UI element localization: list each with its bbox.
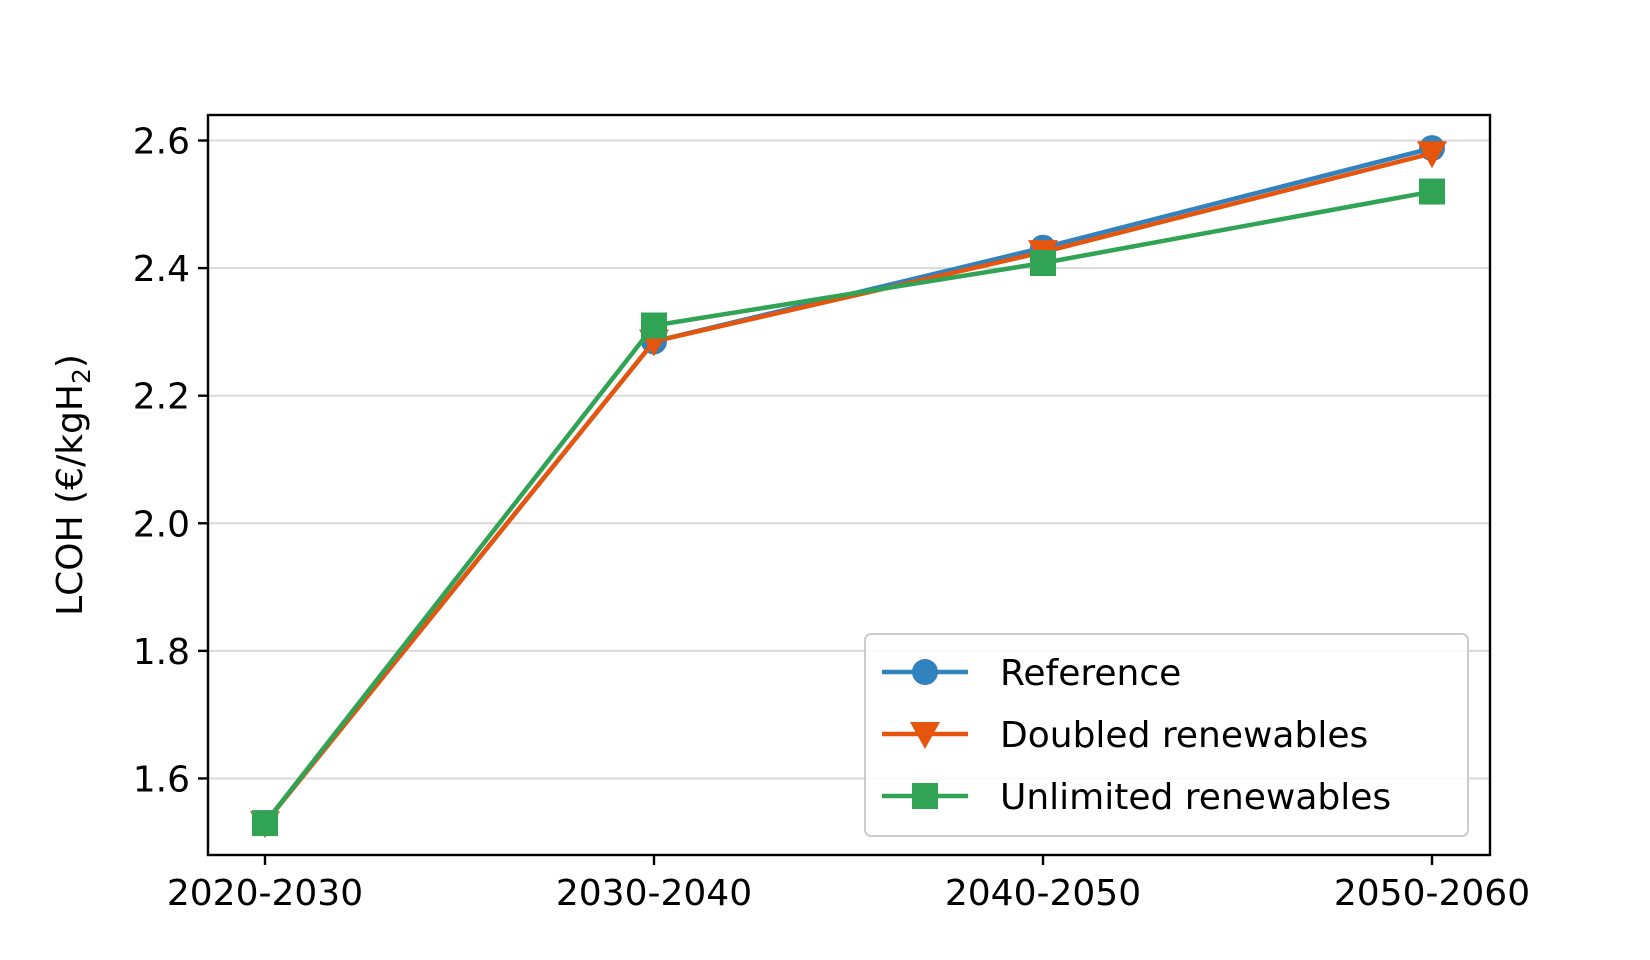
y-axis-label-subscript: 2 — [67, 368, 96, 384]
series-layer — [250, 135, 1447, 839]
y-axis-label-close: ) — [50, 354, 91, 368]
data-point — [1419, 178, 1445, 205]
data-point — [641, 312, 667, 339]
x-tick-label: 2040-2050 — [945, 873, 1141, 914]
legend-marker — [910, 722, 940, 749]
data-point — [1417, 141, 1447, 169]
legend-label: Doubled renewables — [1000, 715, 1368, 756]
y-tick-label: 2.0 — [133, 504, 190, 545]
x-tick-label: 2030-2040 — [556, 873, 752, 914]
series-line — [263, 151, 1433, 825]
series-unlimited-renewables — [252, 178, 1445, 837]
y-axis-label: LCOH (€/kgH2) — [50, 354, 96, 616]
legend-box — [864, 633, 1469, 837]
legend-item: Doubled renewables — [882, 715, 1368, 756]
legend: Reference Doubled renewables Unlimited ren… — [864, 633, 1469, 837]
x-axis-ticks: 2020-2030 2030-2040 2040-2050 2050-2060 — [167, 855, 1530, 914]
y-tick-label: 1.6 — [133, 759, 190, 800]
legend-label: Unlimited renewables — [1000, 777, 1391, 818]
x-tick-label: 2050-2060 — [1334, 873, 1530, 914]
y-tick-label: 1.8 — [133, 632, 190, 673]
legend-item: Reference — [882, 653, 1181, 694]
legend-marker — [912, 783, 938, 809]
legend-item: Unlimited renewables — [882, 777, 1391, 818]
y-tick-label: 2.4 — [133, 249, 190, 290]
legend-marker — [912, 659, 938, 685]
data-point — [1030, 250, 1056, 276]
y-axis-ticks: 1.6 1.8 2.0 2.2 2.4 2.6 — [133, 122, 208, 800]
y-tick-label: 2.2 — [133, 377, 190, 418]
plot-area-frame — [206, 113, 1492, 857]
x-tick-label: 2020-2030 — [167, 873, 363, 914]
data-point — [252, 810, 278, 837]
series-line — [263, 189, 1433, 825]
legend-label: Reference — [1000, 653, 1181, 694]
y-tick-label: 2.6 — [133, 122, 190, 163]
